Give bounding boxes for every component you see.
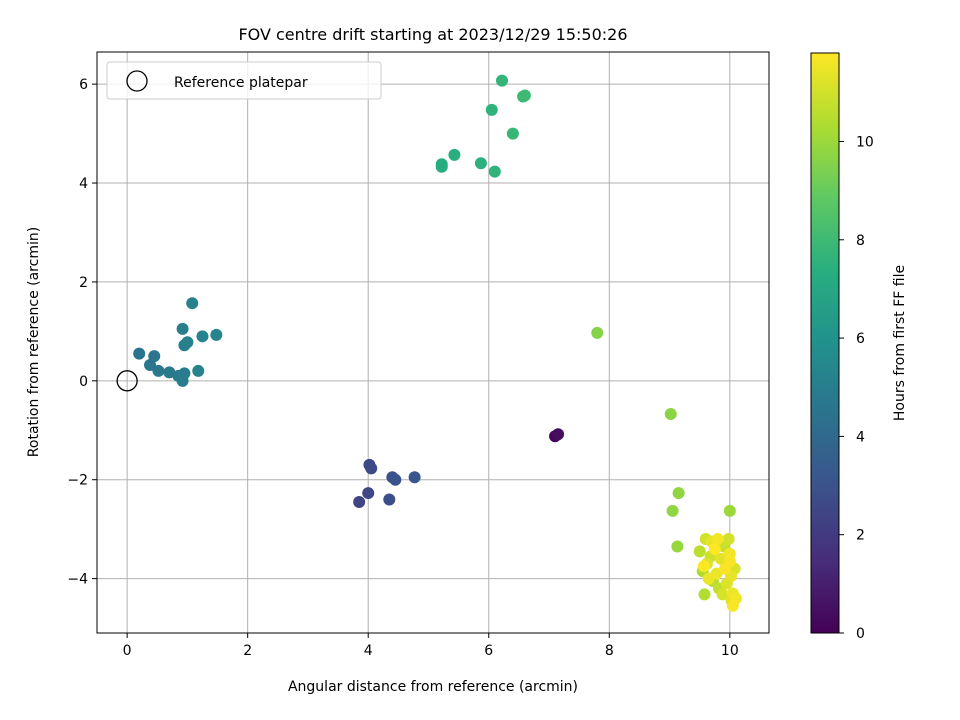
scatter-point [133, 347, 146, 360]
colorbar-label: Hours from first FF file [892, 265, 908, 421]
grid-lines [97, 52, 769, 633]
scatter-point [383, 493, 396, 506]
scatter-point [389, 473, 402, 486]
scatter-point [192, 364, 205, 377]
legend-marker-reference [126, 70, 148, 92]
x-axis-label: Angular distance from reference (arcmin) [288, 679, 578, 695]
scatter-point [365, 462, 378, 475]
scatter-point [723, 504, 736, 517]
scatter-point [697, 560, 710, 573]
scatter-point [488, 165, 501, 178]
y-tick-label: 0 [79, 374, 88, 390]
scatter-point [148, 350, 161, 363]
scatter-point [353, 495, 366, 508]
scatter-point [186, 297, 199, 310]
colorbar-tick-label: 0 [856, 626, 865, 642]
scatter-point [178, 367, 191, 380]
scatter-point [506, 127, 519, 140]
y-tick-label: 2 [79, 275, 88, 291]
colorbar-ticks: 0 2 4 6 8 10 [839, 134, 874, 642]
y-axis-ticks: −4 −2 0 2 4 6 [67, 77, 97, 588]
scatter-point [552, 428, 565, 441]
scatter-point [722, 533, 735, 546]
scatter-point [591, 326, 604, 339]
x-tick-label: 10 [721, 643, 739, 659]
x-tick-label: 6 [484, 643, 493, 659]
scatter-point [726, 599, 739, 612]
scatter-point [664, 407, 677, 420]
scatter-point [144, 358, 157, 371]
y-tick-label: 6 [79, 77, 88, 93]
scatter-point [698, 588, 711, 601]
scatter-point [714, 552, 727, 565]
y-tick-label: 4 [79, 176, 88, 192]
scatter-point [474, 157, 487, 170]
scatter-point [210, 328, 223, 341]
scatter-point [518, 89, 531, 102]
colorbar-tick-label: 6 [856, 331, 865, 347]
colorbar-tick-label: 10 [856, 134, 874, 150]
scatter-point [485, 103, 498, 116]
scatter-points [133, 74, 742, 612]
scatter-point [181, 336, 194, 349]
colorbar-tick-label: 4 [856, 429, 865, 445]
scatter-point [152, 364, 165, 377]
scatter-point [435, 158, 448, 171]
legend-entry-reference: Reference platepar [174, 75, 308, 91]
scatter-point [496, 74, 509, 87]
scatter-point [163, 366, 176, 379]
scatter-point [666, 504, 679, 517]
scatter-point [671, 540, 684, 553]
plot-frame [96, 51, 770, 634]
scatter-point [723, 555, 736, 568]
scatter-point [708, 542, 721, 555]
chart-title: FOV centre drift starting at 2023/12/29 … [238, 25, 627, 44]
scatter-point [702, 572, 715, 585]
x-tick-label: 0 [123, 643, 132, 659]
scatter-point [672, 487, 685, 500]
scatter-point [362, 487, 375, 500]
x-axis-ticks: 0 2 4 6 8 10 [123, 633, 739, 659]
colorbar [810, 52, 840, 634]
colorbar-tick-label: 2 [856, 528, 865, 544]
legend: Reference platepar [106, 61, 382, 100]
scatter-point [448, 148, 461, 161]
y-tick-label: −2 [67, 473, 88, 489]
scatter-point [711, 533, 724, 546]
scatter-point [716, 588, 729, 601]
scatter-point [408, 471, 421, 484]
x-tick-label: 8 [605, 643, 614, 659]
legend-box [106, 61, 382, 100]
y-tick-label: −4 [67, 572, 88, 588]
scatter-point [693, 545, 706, 558]
reference-marker-layer [116, 370, 138, 392]
reference-platepar-marker [116, 370, 138, 392]
x-tick-label: 2 [243, 643, 252, 659]
scatter-point [196, 330, 209, 343]
scatter-point [176, 322, 189, 335]
y-axis-label: Rotation from reference (arcmin) [26, 227, 42, 457]
colorbar-tick-label: 8 [856, 233, 865, 249]
x-tick-label: 4 [364, 643, 373, 659]
